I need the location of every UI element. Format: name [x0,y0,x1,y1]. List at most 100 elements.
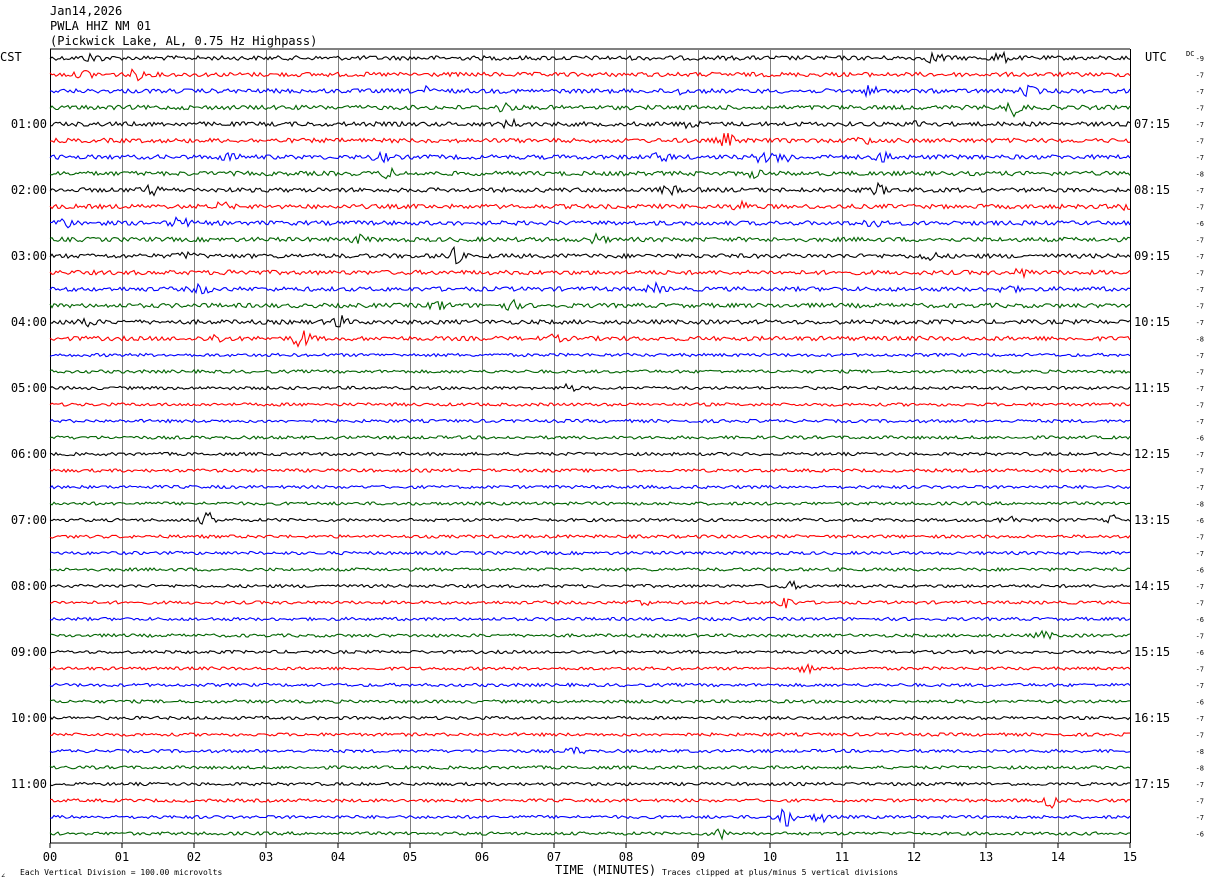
seismic-trace [49,746,1131,755]
seismic-trace [49,330,1131,348]
dc-offset-label: -7 [1196,138,1204,146]
seismic-trace [49,467,1131,474]
dc-offset-label: -7 [1196,187,1204,195]
seismic-trace [49,616,1131,622]
seismic-trace [49,368,1131,375]
dc-offset-label: -7 [1196,583,1204,591]
header-station: PWLA HHZ NM 01 [50,19,151,33]
seismic-trace [49,781,1130,787]
seismic-trace [49,280,1131,295]
dc-offset-label: -7 [1196,369,1204,377]
dc-offset-label: -7 [1196,154,1204,162]
dc-offset-label: -7 [1196,666,1204,674]
dc-offset-label: -8 [1196,336,1204,344]
seismic-trace [49,597,1131,609]
header-date: Jan14,2026 [50,4,122,18]
seismic-trace [49,682,1131,688]
seismic-trace [49,796,1131,809]
footer-glyph: ∠ [1,872,5,880]
seismic-trace [49,382,1131,393]
right-time-label: 15:15 [1134,645,1170,659]
left-time-labels: 01:00 02:00 03:00 04:00 05:00 06:00 07:00 08:00… [11,117,47,791]
dc-offset-label: -7 [1196,402,1204,410]
x-tick-label: 01 [115,850,129,864]
left-time-label: 05:00 [11,381,47,395]
dc-offset-label: -8 [1196,748,1204,756]
dc-offset-label: -6 [1196,616,1204,624]
right-time-label: 09:15 [1134,249,1170,263]
dc-offset-labels: -9 -7 -7 -7 -7 -7 -7 -8 -7 -7 -6 -7 -7 -7 -7 -7 -7 -8 -7 -7… [1196,55,1204,839]
dc-offset-label: -9 [1196,55,1204,63]
left-time-label: 06:00 [11,447,47,461]
x-tick-label: 02 [187,850,201,864]
x-tick-label: 04 [331,850,345,864]
dc-offset-label: -7 [1196,534,1204,542]
seismic-trace [49,216,1131,229]
x-tick-label: 10 [763,850,777,864]
right-time-labels: 07:15 08:15 09:15 10:15 11:15 12:15 13:15 14:15… [1134,117,1170,791]
seismic-trace [49,698,1131,704]
dc-offset-label: -7 [1196,814,1204,822]
right-time-label: 13:15 [1134,513,1170,527]
seismic-trace [49,567,1131,573]
seismic-trace [49,166,1131,180]
dc-offset-label: -7 [1196,550,1204,558]
seismic-trace [49,352,1131,358]
left-time-label: 08:00 [11,579,47,593]
utc-label: UTC [1145,50,1167,64]
dc-offset-label: -7 [1196,286,1204,294]
seismic-trace [49,715,1131,721]
dc-offset-label: -6 [1196,699,1204,707]
seismic-trace [49,84,1131,99]
x-tick-label: 06 [475,850,489,864]
seismic-trace [49,629,1131,641]
seismic-trace [49,68,1131,82]
left-time-label: 04:00 [11,315,47,329]
dc-offset-label: -7 [1196,451,1204,459]
left-time-label: 03:00 [11,249,47,263]
seismic-trace [49,199,1131,212]
seismic-trace [49,501,1131,506]
dc-offset-label: -7 [1196,385,1204,393]
left-time-label: 02:00 [11,183,47,197]
x-tick-label: 00 [43,850,57,864]
dc-offset-label: -7 [1196,319,1204,327]
dc-offset-label: -7 [1196,633,1204,641]
right-time-label: 08:15 [1134,183,1170,197]
dc-offset-label: -7 [1196,72,1204,80]
seismic-trace [49,298,1131,312]
dc-offset-label: -7 [1196,468,1204,476]
seismic-trace [49,808,1131,827]
seismic-trace [49,315,1131,328]
seismic-trace [49,579,1131,591]
x-tick-label: 14 [1051,850,1065,864]
right-time-label: 07:15 [1134,117,1170,131]
seismic-trace [49,550,1131,556]
seismic-trace [49,662,1131,675]
minute-grid [50,48,1131,844]
x-tick-label: 11 [835,850,849,864]
dc-offset-label: -7 [1196,600,1204,608]
left-time-label: 07:00 [11,513,47,527]
dc-offset-label: -7 [1196,352,1204,360]
dc-offset-label: -7 [1196,682,1204,690]
seismic-trace [49,765,1131,771]
left-time-label: 01:00 [11,117,47,131]
right-time-label: 17:15 [1134,777,1170,791]
seismic-trace [49,150,1131,164]
seismic-trace [49,511,1131,525]
dc-offset-label: -7 [1196,798,1204,806]
seismic-trace [49,732,1130,738]
cst-label: CST [0,50,22,64]
dc-offset-label: -7 [1196,204,1204,212]
dc-offset-label: -7 [1196,88,1204,96]
x-axis-ticks: 00 01 02 03 04 05 06 07 08 09 10 11 12 13 14 15 [43,843,1137,864]
left-time-label: 09:00 [11,645,47,659]
left-time-label: 11:00 [11,777,47,791]
right-time-label: 11:15 [1134,381,1170,395]
dc-label: DC [1186,50,1194,58]
dc-offset-label: -6 [1196,649,1204,657]
dc-offset-label: -7 [1196,303,1204,311]
dc-offset-label: -7 [1196,484,1204,492]
dc-offset-label: -7 [1196,121,1204,129]
